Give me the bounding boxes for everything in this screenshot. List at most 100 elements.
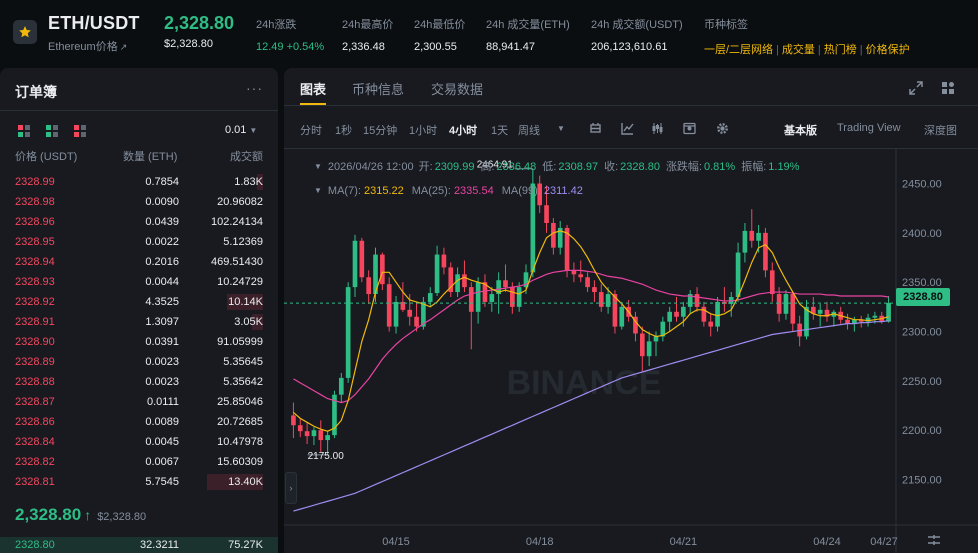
candle-body [359, 240, 365, 278]
tag-link[interactable]: 价格保护 [865, 44, 910, 56]
candle-body [551, 223, 556, 248]
stat-label: 24h涨跌 [256, 19, 297, 31]
candle-body [318, 430, 324, 441]
layout-grid-icon[interactable] [941, 81, 955, 95]
timeframe-more-icon[interactable]: ▼ [557, 124, 565, 133]
candlestick-icon[interactable] [651, 122, 664, 135]
candle-body [687, 294, 693, 307]
current-price-tag: 2328.80 [896, 288, 950, 306]
candle-body [496, 280, 501, 295]
candle-style-icon[interactable] [589, 122, 602, 135]
price-axis-tick-label: 2400.00 [902, 228, 942, 240]
ask-row[interactable]: 2328.98 0.0090 20.96082 [0, 192, 278, 212]
stat-label: 24h最低价 [414, 19, 466, 31]
template-icon[interactable] [683, 122, 696, 135]
indicator-icon[interactable] [621, 122, 634, 135]
tab-chart[interactable]: 图表 [300, 82, 327, 97]
caret-down-icon: ▼ [249, 126, 258, 135]
chart-panel: 图表 币种信息 交易数据 分时 1秒 15分钟 1小时 4小时 1天 周线 ▼ … [284, 68, 978, 553]
ask-row[interactable]: 2328.96 0.0439 102.24134 [0, 212, 278, 232]
ask-row[interactable]: 2328.91 1.3097 3.05K [0, 312, 278, 332]
ask-row[interactable]: 2328.82 0.0067 15.60309 [0, 452, 278, 472]
ask-total: 10.24729 [217, 276, 263, 288]
ask-qty: 0.0391 [145, 336, 179, 348]
chart-tabs: 图表 币种信息 交易数据 [284, 68, 978, 106]
stat-label: 24h最高价 [342, 19, 394, 31]
candle-body [462, 274, 467, 288]
ask-row[interactable]: 2328.86 0.0089 20.72685 [0, 412, 278, 432]
view-basic[interactable]: 基本版 [784, 125, 817, 137]
timeframe-1h[interactable]: 1小时 [409, 125, 438, 137]
ask-row[interactable]: 2328.94 0.2016 469.51430 [0, 252, 278, 272]
tab-trading-data[interactable]: 交易数据 [431, 82, 484, 97]
candle-body [564, 227, 570, 271]
ask-total: 3.05K [234, 316, 263, 328]
pair-name-link[interactable]: Ethereum价格 ↗ [48, 38, 127, 54]
candle-body [653, 336, 659, 342]
tag-link[interactable]: 一层/二层网络 [704, 44, 774, 56]
bid-row[interactable]: 2328.80 32.3211 75.27K [0, 537, 278, 553]
tag-link[interactable]: 热门榜 [823, 44, 857, 56]
candle-body [297, 425, 303, 432]
ask-row[interactable]: 2328.89 0.0023 5.35645 [0, 352, 278, 372]
candle-body [345, 287, 351, 378]
ask-row[interactable]: 2328.81 5.7545 13.40K [0, 472, 278, 492]
timeframe-4h[interactable]: 4小时 [449, 125, 478, 137]
ma99-line [293, 320, 889, 512]
candlestick-chart[interactable]: BINANCE 2450.00 2400.00 2350.00 2300.00 2250.… [284, 149, 978, 553]
ask-qty: 4.3525 [145, 296, 179, 308]
candle-body [373, 254, 378, 295]
ask-row[interactable]: 2328.84 0.0045 10.47978 [0, 432, 278, 452]
timeframe-15m[interactable]: 15分钟 [363, 125, 398, 137]
ask-row[interactable]: 2328.88 0.0023 5.35642 [0, 372, 278, 392]
binance-watermark: BINANCE [507, 364, 662, 402]
chart-toolbar: 分时 1秒 15分钟 1小时 4小时 1天 周线 ▼ 基本版 Trading V… [284, 116, 978, 142]
tag-link[interactable]: 成交量 [781, 44, 815, 56]
stat-value: 2,300.55 [414, 41, 457, 53]
timeframe-1d[interactable]: 1天 [491, 125, 509, 137]
ask-row[interactable]: 2328.87 0.0111 25.85046 [0, 392, 278, 412]
candle-body [715, 301, 720, 327]
time-axis-tick-label: 04/27 [870, 536, 898, 548]
active-tab-indicator [300, 103, 326, 105]
ma7-label: MA(7): [327, 185, 361, 197]
pair-symbol[interactable]: ETH/USDT [48, 13, 140, 33]
fullscreen-icon[interactable] [909, 81, 923, 95]
view-asks-icon[interactable] [74, 125, 86, 137]
timeframe-weekly[interactable]: 周线 [518, 125, 540, 137]
ohlc-open-label: 开: [418, 161, 433, 173]
time-axis-tick-label: 04/15 [382, 536, 410, 548]
favorite-button[interactable] [13, 20, 37, 44]
ask-qty: 0.0022 [145, 236, 179, 248]
collapse-caret-icon[interactable]: ▼ [314, 186, 322, 195]
view-depth-chart[interactable]: 深度图 [924, 125, 957, 137]
view-both-icon[interactable] [18, 125, 30, 137]
candle-body [311, 430, 317, 437]
market-header: ETH/USDT Ethereum价格 ↗ 2,328.80 $2,328.80 … [0, 0, 978, 64]
ask-row[interactable]: 2328.93 0.0044 10.24729 [0, 272, 278, 292]
view-bids-icon[interactable] [46, 125, 58, 137]
expand-sidebar-icon[interactable]: › [285, 472, 297, 504]
mid-price[interactable]: 2,328.80 ↑ $2,328.80 [15, 505, 146, 525]
ask-row[interactable]: 2328.95 0.0022 5.12369 [0, 232, 278, 252]
timeframe-timeline[interactable]: 分时 [300, 125, 322, 137]
precision-select[interactable]: 0.01 ▼ [225, 124, 257, 136]
ma7-value: 2315.22 [363, 185, 404, 197]
settings-gear-icon[interactable] [716, 122, 729, 135]
tab-coin-info[interactable]: 币种信息 [352, 82, 405, 97]
collapse-caret-icon[interactable]: ▼ [314, 162, 322, 171]
candle-body [571, 270, 577, 275]
more-options-icon[interactable]: ··· [246, 80, 263, 96]
candle-body [537, 183, 543, 206]
candle-body [783, 294, 789, 314]
view-tradingview[interactable]: Trading View [837, 122, 901, 134]
candle-body [742, 230, 748, 253]
stat-label: 24h 成交额(USDT) [591, 19, 683, 31]
ask-row[interactable]: 2328.99 0.7854 1.83K [0, 172, 278, 192]
candle-body [475, 282, 481, 312]
timeframe-1s[interactable]: 1秒 [335, 125, 353, 137]
depth-bar [0, 537, 278, 553]
ask-row[interactable]: 2328.92 4.3525 10.14K [0, 292, 278, 312]
ask-row[interactable]: 2328.90 0.0391 91.05999 [0, 332, 278, 352]
stat-24h-volume: 24h 成交量(ETH) 88,941.47 [486, 16, 570, 53]
